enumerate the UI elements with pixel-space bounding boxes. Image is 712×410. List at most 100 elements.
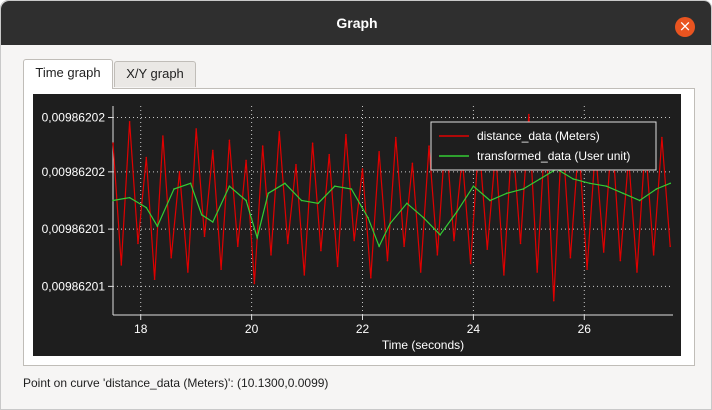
data-point-distance xyxy=(286,242,289,245)
data-point-distance xyxy=(203,235,206,238)
data-point-distance xyxy=(253,282,256,285)
data-point-transformed xyxy=(638,199,641,202)
data-point-distance xyxy=(303,274,306,276)
data-point-transformed xyxy=(572,178,574,180)
data-point-transformed xyxy=(655,188,658,190)
data-point-distance xyxy=(486,248,489,250)
data-point-distance xyxy=(361,168,364,170)
y-tick-label: 0,00986201 xyxy=(42,222,106,236)
data-point-distance xyxy=(669,245,672,248)
data-point-transformed xyxy=(367,216,369,219)
data-point-transformed xyxy=(389,222,392,225)
data-point-distance xyxy=(386,259,389,262)
data-point-distance xyxy=(178,171,181,173)
data-point-distance xyxy=(411,162,414,165)
data-point-transformed xyxy=(212,221,214,223)
data-point-distance xyxy=(345,133,347,136)
data-point-distance xyxy=(195,128,197,130)
data-point-transformed xyxy=(200,213,203,216)
data-point-distance xyxy=(212,149,214,152)
data-point-distance xyxy=(220,268,222,270)
data-point-distance xyxy=(228,139,231,142)
data-point-transformed xyxy=(489,199,491,202)
data-point-distance xyxy=(619,259,622,262)
data-point-transformed xyxy=(539,178,541,180)
data-point-transformed xyxy=(173,188,175,190)
data-point-transformed xyxy=(128,196,131,199)
time-graph-chart: 18 20 22 24 26 0,00986201 0,00986201 0,00986202… xyxy=(42,106,673,352)
data-point-transformed xyxy=(256,236,258,239)
data-point-distance xyxy=(128,120,131,123)
x-tick-label: 18 xyxy=(134,322,148,336)
data-point-distance xyxy=(419,271,422,273)
data-point-distance xyxy=(436,254,439,256)
data-point-distance xyxy=(320,249,322,252)
data-point-transformed xyxy=(189,182,192,185)
data-point-transformed xyxy=(505,192,508,195)
data-point-transformed xyxy=(267,192,270,195)
x-tick-label: 24 xyxy=(467,322,481,336)
data-point-transformed xyxy=(350,188,353,190)
data-point-distance xyxy=(295,163,297,166)
tab-time-graph[interactable]: Time graph xyxy=(23,59,113,89)
data-point-distance xyxy=(403,245,405,248)
data-point-transformed xyxy=(669,182,672,185)
data-point-transformed xyxy=(439,234,441,236)
data-point-distance xyxy=(661,136,663,139)
data-point-distance xyxy=(187,271,189,273)
data-point-distance xyxy=(162,135,164,137)
data-point-distance xyxy=(261,145,264,147)
status-text: Point on curve 'distance_data (Meters)':… xyxy=(23,376,329,390)
data-point-transformed xyxy=(112,199,114,202)
data-point-transformed xyxy=(156,225,159,228)
data-point-distance xyxy=(528,113,530,116)
x-tick-label: 22 xyxy=(356,322,370,336)
data-point-distance xyxy=(153,278,156,281)
data-point-transformed xyxy=(406,202,408,205)
x-tick-label: 26 xyxy=(578,322,592,336)
data-point-transformed xyxy=(522,188,525,190)
data-point-distance xyxy=(602,251,605,253)
data-point-distance xyxy=(328,153,331,156)
legend-label: distance_data (Meters) xyxy=(477,129,600,143)
legend-box xyxy=(430,121,657,171)
data-point-distance xyxy=(236,245,239,248)
data-point-distance xyxy=(536,271,538,273)
data-point-transformed xyxy=(472,185,475,187)
tab-xy-graph[interactable]: X/Y graph xyxy=(114,61,196,87)
data-point-distance xyxy=(428,145,430,147)
data-point-distance xyxy=(586,268,588,270)
data-point-distance xyxy=(336,265,339,268)
data-point-transformed xyxy=(284,182,286,185)
window-title: Graph xyxy=(336,15,378,31)
data-point-distance xyxy=(636,271,638,273)
data-point-distance xyxy=(469,262,472,265)
data-point-distance xyxy=(278,130,281,133)
data-point-distance xyxy=(519,242,522,245)
data-point-transformed xyxy=(378,245,380,248)
y-tick-label: 0,00986202 xyxy=(42,110,106,124)
data-point-distance xyxy=(370,276,372,279)
data-point-transformed xyxy=(228,185,231,187)
data-point-distance xyxy=(170,256,173,259)
data-point-transformed xyxy=(333,185,336,187)
data-point-distance xyxy=(120,264,123,266)
data-point-transformed xyxy=(455,211,458,213)
close-icon[interactable]: × xyxy=(675,17,695,37)
data-point-distance xyxy=(394,136,397,139)
data-point-distance xyxy=(270,254,272,256)
data-point-distance xyxy=(245,159,247,162)
plot-area[interactable]: 18 20 22 24 26 0,00986201 0,00986201 0,00986202… xyxy=(33,94,681,356)
data-point-transformed xyxy=(245,199,247,202)
data-point-distance xyxy=(112,142,114,145)
data-point-distance xyxy=(453,239,455,242)
data-point-distance xyxy=(503,274,505,276)
data-point-distance xyxy=(569,256,572,259)
data-point-transformed xyxy=(622,192,624,195)
data-point-transformed xyxy=(605,185,608,187)
title-bar: Graph × xyxy=(1,1,711,45)
legend-label: transformed_data (User unit) xyxy=(477,149,630,163)
data-point-transformed xyxy=(317,202,319,205)
data-point-distance xyxy=(353,239,355,242)
